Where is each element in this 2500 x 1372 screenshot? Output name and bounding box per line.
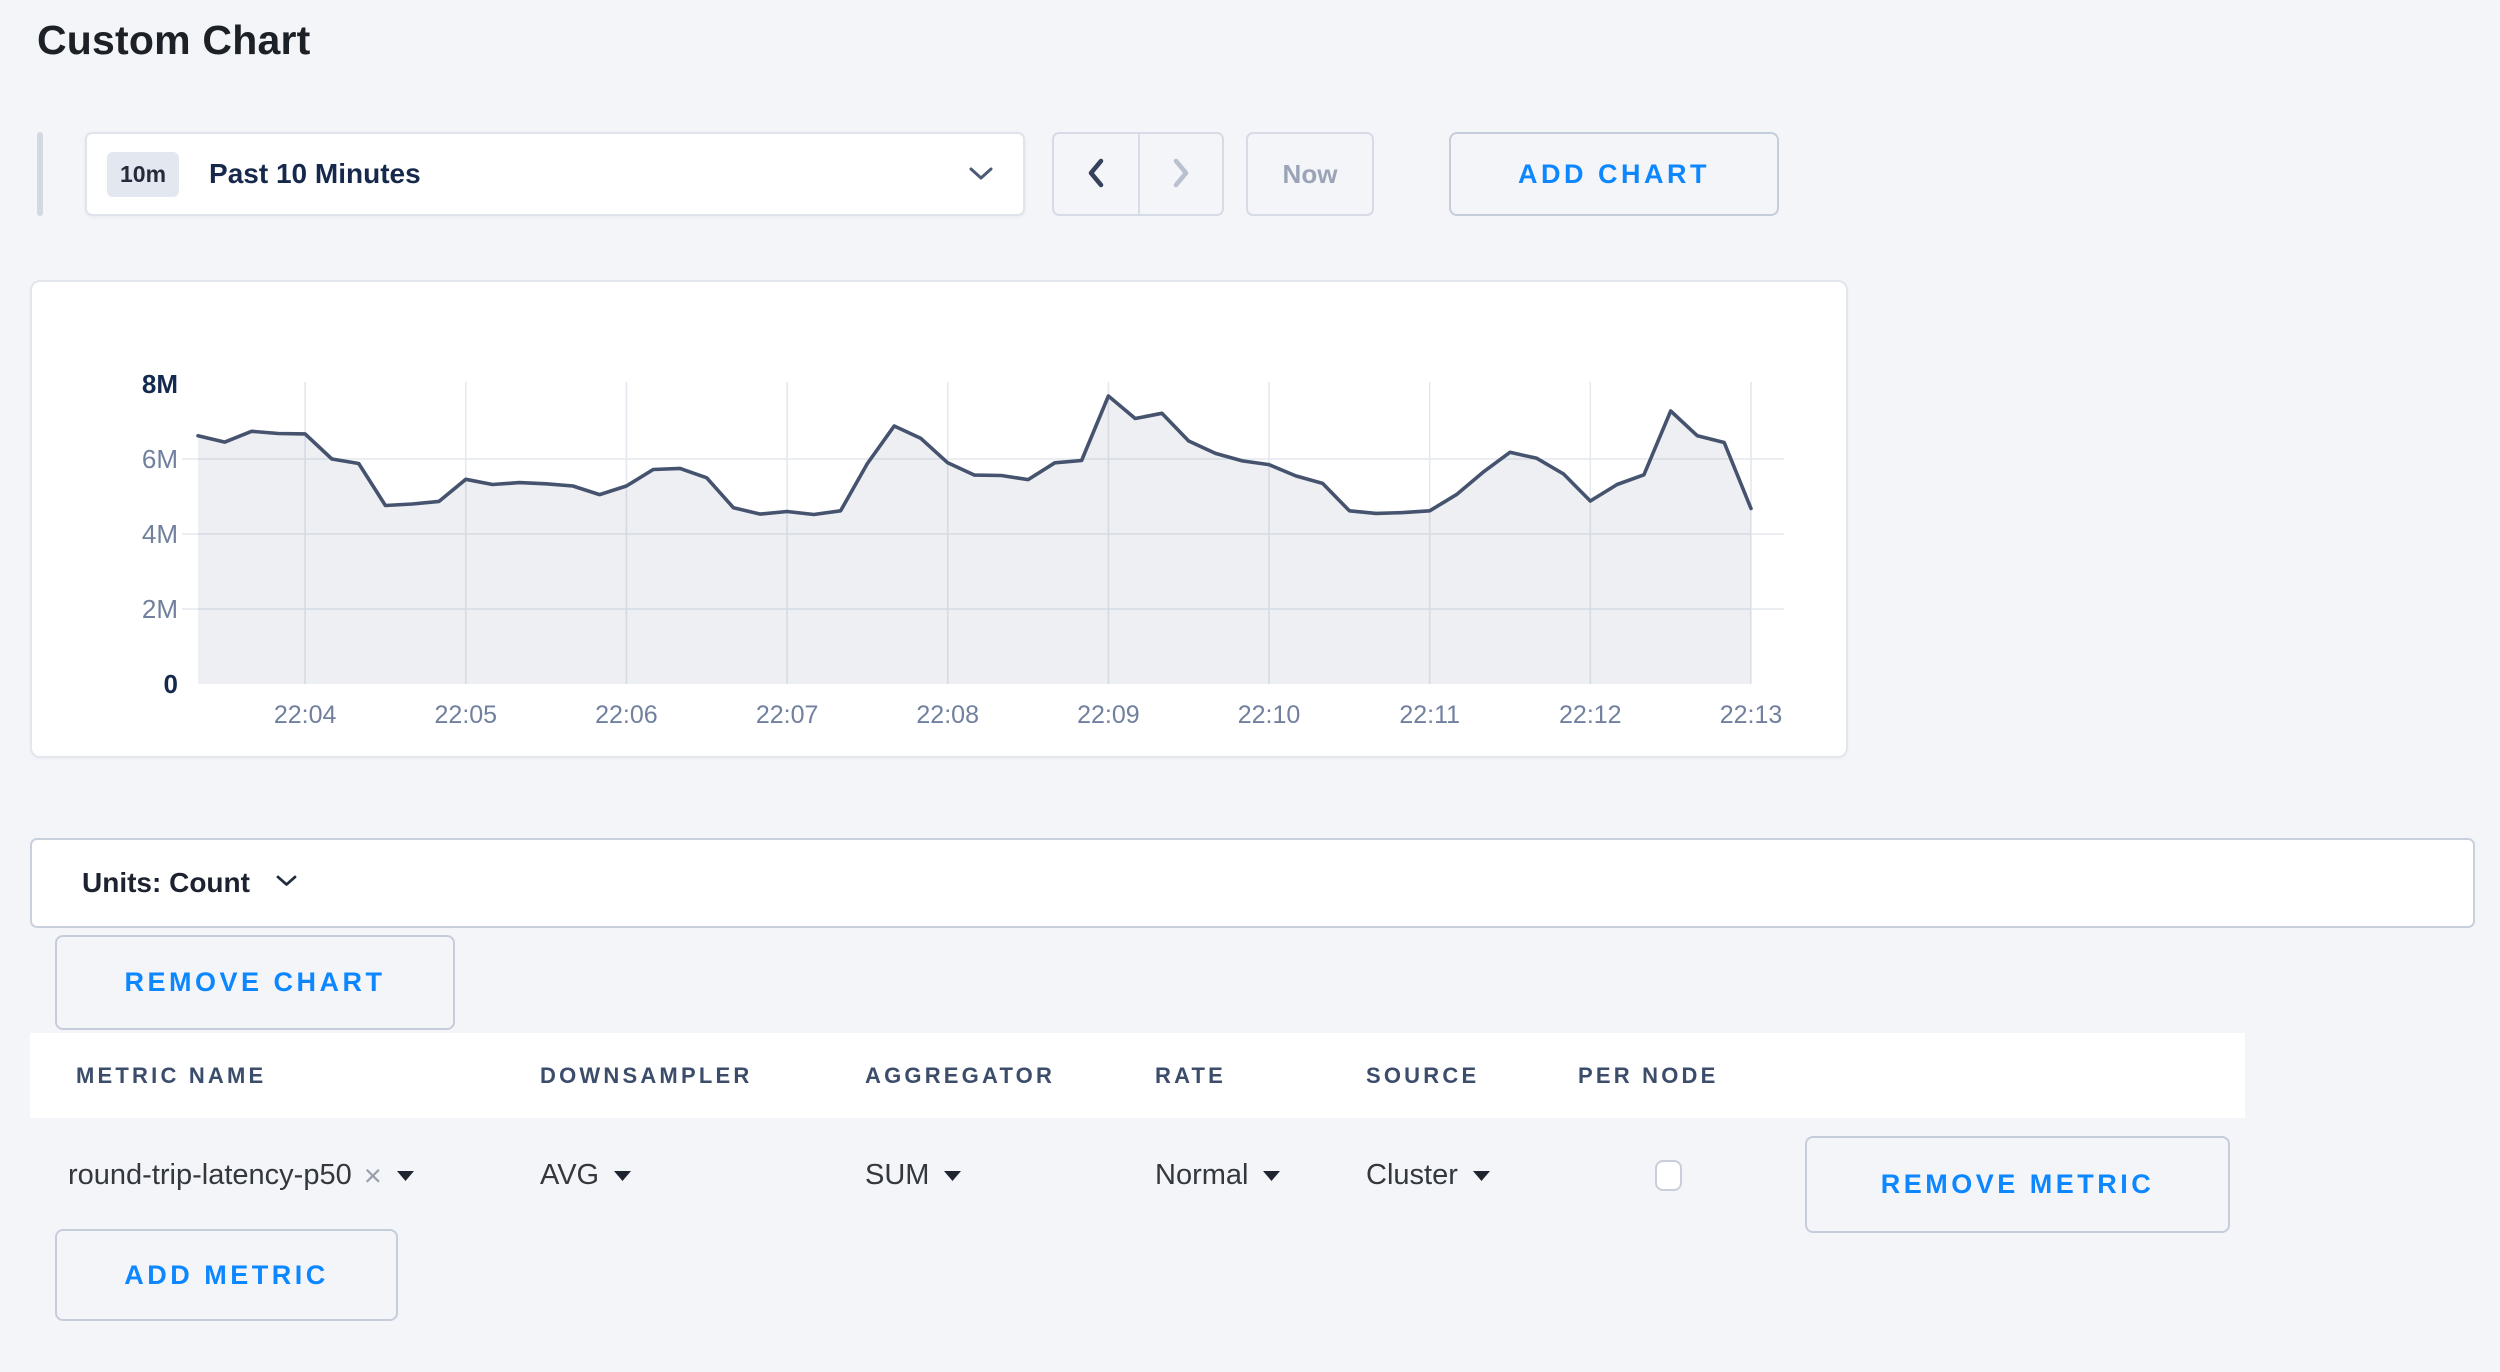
chart-card: 0 2M 4M 6M 8M 22:04 22:05 22:06 22:07 22:08 22:09 2… <box>30 280 1848 758</box>
downsampler-value: AVG <box>540 1159 600 1191</box>
svg-text:22:08: 22:08 <box>916 701 979 729</box>
chevron-down-icon <box>969 167 993 181</box>
time-range-accent-bar <box>37 132 43 216</box>
svg-text:22:13: 22:13 <box>1720 701 1783 729</box>
toolbar: 10m Past 10 Minutes Now ADD CHART <box>37 132 2500 216</box>
grid-lines <box>182 382 1784 684</box>
aggregator-value: SUM <box>865 1159 930 1191</box>
svg-text:22:12: 22:12 <box>1559 701 1622 729</box>
metric-name-value: round-trip-latency-p50 <box>68 1159 352 1191</box>
time-nav-group <box>1052 132 1224 216</box>
caret-down-icon <box>1263 1170 1281 1181</box>
svg-text:0: 0 <box>164 669 178 699</box>
caret-down-icon <box>396 1170 414 1181</box>
svg-text:22:09: 22:09 <box>1077 701 1140 729</box>
svg-text:22:04: 22:04 <box>274 701 337 729</box>
x-axis-labels: 22:04 22:05 22:06 22:07 22:08 22:09 22:10 22:11… <box>274 701 1782 729</box>
source-value: Cluster <box>1366 1159 1458 1191</box>
chevron-down-icon <box>250 874 297 892</box>
per-node-cell <box>1578 1160 1805 1191</box>
rate-value: Normal <box>1155 1159 1249 1191</box>
chevron-left-icon <box>1087 158 1105 191</box>
clear-metric-icon[interactable]: × <box>363 1157 382 1193</box>
column-header-rate: RATE <box>1155 1062 1227 1088</box>
svg-text:22:06: 22:06 <box>595 701 658 729</box>
caret-down-icon <box>1472 1170 1490 1181</box>
metrics-table-header: METRIC NAME DOWNSAMPLER AGGREGATOR RATE … <box>30 1033 2245 1118</box>
aggregator-dropdown[interactable]: SUM <box>865 1159 1155 1192</box>
y-axis-labels: 0 2M 4M 6M 8M <box>142 369 178 699</box>
units-selector[interactable]: Units: Count <box>30 838 2475 928</box>
svg-text:22:11: 22:11 <box>1399 701 1460 729</box>
area-fill <box>198 396 1751 684</box>
remove-metric-button[interactable]: REMOVE METRIC <box>1805 1136 2230 1233</box>
per-node-checkbox[interactable] <box>1655 1160 1682 1191</box>
column-header-downsampler: DOWNSAMPLER <box>540 1062 753 1088</box>
remove-chart-button[interactable]: REMOVE CHART <box>55 935 455 1030</box>
source-dropdown[interactable]: Cluster <box>1366 1159 1578 1192</box>
add-metric-button[interactable]: ADD METRIC <box>55 1229 398 1321</box>
custom-chart-page: Custom Chart 10m Past 10 Minutes Now A <box>0 16 2500 1372</box>
column-header-aggregator: AGGREGATOR <box>865 1062 1056 1088</box>
caret-down-icon <box>614 1170 632 1181</box>
svg-text:8M: 8M <box>142 369 178 399</box>
time-range-badge: 10m <box>107 151 180 197</box>
downsampler-dropdown[interactable]: AVG <box>540 1159 865 1192</box>
svg-text:22:07: 22:07 <box>756 701 819 729</box>
metric-name-dropdown[interactable]: round-trip-latency-p50 × <box>68 1158 540 1194</box>
chevron-right-icon <box>1172 158 1190 191</box>
metrics-table: METRIC NAME DOWNSAMPLER AGGREGATOR RATE … <box>30 1033 2500 1233</box>
add-chart-button[interactable]: ADD CHART <box>1449 132 1779 216</box>
column-header-source: SOURCE <box>1366 1062 1480 1088</box>
svg-text:22:10: 22:10 <box>1238 701 1301 729</box>
units-label: Units: Count <box>82 867 250 898</box>
svg-text:6M: 6M <box>142 444 178 474</box>
time-range-label: Past 10 Minutes <box>209 158 421 189</box>
svg-text:22:05: 22:05 <box>435 701 498 729</box>
next-time-button[interactable] <box>1138 134 1222 214</box>
column-header-per-node: PER NODE <box>1578 1062 1719 1088</box>
rate-dropdown[interactable]: Normal <box>1155 1159 1366 1192</box>
column-header-metric-name: METRIC NAME <box>76 1062 267 1088</box>
caret-down-icon <box>944 1170 962 1181</box>
metric-row: round-trip-latency-p50 × AVG SUM Normal <box>30 1118 2290 1233</box>
series-line <box>196 394 1753 517</box>
svg-text:4M: 4M <box>142 519 178 549</box>
page-title: Custom Chart <box>37 17 311 63</box>
time-range-selector[interactable]: 10m Past 10 Minutes <box>85 132 1025 216</box>
prev-time-button[interactable] <box>1054 134 1138 214</box>
now-button[interactable]: Now <box>1246 132 1374 216</box>
svg-text:2M: 2M <box>142 594 178 624</box>
